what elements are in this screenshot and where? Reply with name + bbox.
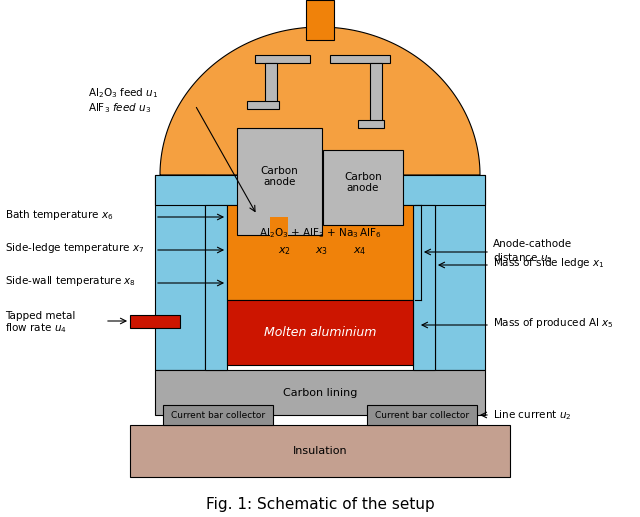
Bar [227, 205, 413, 300]
Text: Side-wall temperature $x_8$: Side-wall temperature $x_8$ [5, 274, 136, 288]
Text: Current bar collector: Current bar collector [171, 410, 265, 419]
Bar [265, 63, 277, 103]
Bar [155, 370, 485, 415]
Bar [227, 300, 413, 365]
Text: flow rate $u_4$: flow rate $u_4$ [5, 321, 67, 335]
Text: Carbon
anode: Carbon anode [260, 166, 298, 187]
Text: Tapped metal: Tapped metal [5, 311, 76, 321]
Text: Insulation: Insulation [292, 446, 348, 456]
Text: Current bar collector: Current bar collector [375, 410, 469, 419]
Bar [130, 425, 510, 477]
Bar [367, 405, 477, 425]
Bar [330, 55, 390, 63]
Text: Mass of side ledge $x_1$: Mass of side ledge $x_1$ [493, 256, 605, 270]
Text: $x_3$: $x_3$ [316, 245, 328, 257]
Text: Anode-cathode: Anode-cathode [493, 239, 572, 249]
Bar [247, 101, 279, 109]
Bar [255, 55, 310, 63]
Bar [358, 120, 384, 128]
Text: Carbon lining: Carbon lining [283, 388, 357, 398]
Bar [155, 175, 205, 370]
Text: Side-ledge temperature $x_7$: Side-ledge temperature $x_7$ [5, 241, 144, 255]
Text: distance $u_5$: distance $u_5$ [493, 251, 553, 265]
Bar [163, 405, 273, 425]
Text: Mass of produced Al $x_5$: Mass of produced Al $x_5$ [493, 316, 613, 330]
Bar [323, 150, 403, 225]
Text: $x_4$: $x_4$ [353, 245, 367, 257]
Bar [435, 175, 485, 370]
Polygon shape [160, 27, 480, 175]
Bar [205, 205, 227, 370]
Bar [413, 205, 435, 370]
Text: Fig. 1: Schematic of the setup: Fig. 1: Schematic of the setup [205, 497, 435, 512]
Text: $\mathrm{Al_2O_3}$ feed $u_1$: $\mathrm{Al_2O_3}$ feed $u_1$ [88, 86, 158, 100]
Text: Bath temperature $x_6$: Bath temperature $x_6$ [5, 208, 113, 222]
Text: Line current $u_2$: Line current $u_2$ [493, 408, 572, 422]
Text: $\mathrm{AlF_3}$ feed $u_3$: $\mathrm{AlF_3}$ feed $u_3$ [88, 101, 151, 115]
Text: Molten aluminium: Molten aluminium [264, 326, 376, 339]
Bar [370, 63, 382, 123]
Bar [306, 0, 334, 40]
Text: $x_2$: $x_2$ [278, 245, 291, 257]
Bar [237, 128, 322, 235]
Bar [130, 315, 180, 328]
Bar [155, 175, 485, 205]
Text: Carbon
anode: Carbon anode [344, 172, 382, 193]
Bar [270, 217, 288, 237]
Text: $\mathrm{Al_2O_3}$ + $\mathrm{AlF_3}$ + $\mathrm{Na_3\,AlF_6}$: $\mathrm{Al_2O_3}$ + $\mathrm{AlF_3}$ + … [259, 226, 381, 240]
